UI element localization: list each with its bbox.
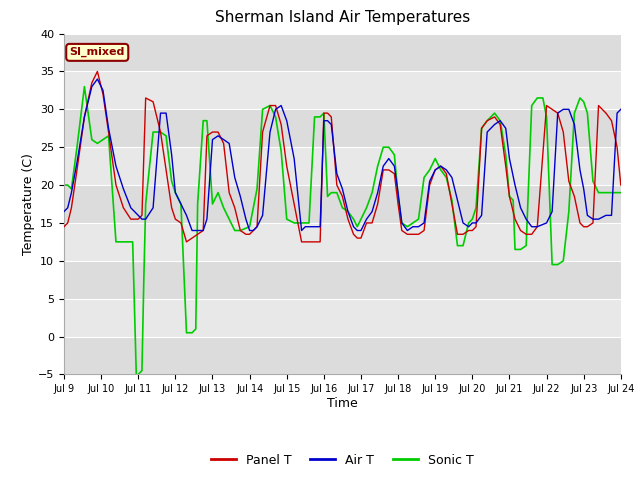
Sonic T: [112, 239, 120, 245]
Bar: [64, 147, 621, 185]
Bar: [64, 299, 621, 336]
Line: Sonic T: Sonic T: [64, 86, 621, 378]
Sonic T: [132, 375, 140, 381]
Air T: [93, 76, 101, 82]
Panel T: [617, 182, 625, 188]
Sonic T: [374, 163, 381, 169]
Panel T: [220, 141, 227, 146]
Panel T: [242, 231, 250, 237]
Line: Air T: Air T: [64, 79, 621, 230]
Panel T: [93, 69, 101, 74]
Bar: [64, 109, 621, 147]
Air T: [73, 159, 81, 165]
Legend: Panel T, Air T, Sonic T: Panel T, Air T, Sonic T: [206, 449, 479, 472]
Bar: [64, 72, 621, 109]
Title: Sherman Island Air Temperatures: Sherman Island Air Temperatures: [215, 11, 470, 25]
Bar: [64, 185, 621, 223]
Air T: [188, 228, 196, 233]
Air T: [60, 209, 68, 215]
Bar: [64, 336, 621, 374]
Line: Panel T: Panel T: [64, 72, 621, 242]
Air T: [608, 213, 616, 218]
Panel T: [60, 224, 68, 229]
Bar: [64, 223, 621, 261]
Air T: [220, 137, 227, 143]
Sonic T: [220, 205, 227, 211]
Sonic T: [617, 190, 625, 195]
Sonic T: [437, 167, 445, 173]
Panel T: [182, 239, 190, 245]
Sonic T: [81, 84, 88, 89]
Panel T: [349, 231, 357, 237]
X-axis label: Time: Time: [327, 397, 358, 410]
Bar: [64, 34, 621, 72]
Air T: [617, 107, 625, 112]
Bar: [64, 261, 621, 299]
Sonic T: [253, 186, 261, 192]
Text: SI_mixed: SI_mixed: [70, 47, 125, 58]
Panel T: [580, 224, 588, 229]
Air T: [242, 216, 250, 222]
Sonic T: [368, 190, 376, 195]
Air T: [580, 186, 588, 192]
Panel T: [608, 118, 616, 123]
Air T: [349, 224, 357, 229]
Y-axis label: Temperature (C): Temperature (C): [22, 153, 35, 255]
Sonic T: [60, 182, 68, 188]
Panel T: [73, 167, 81, 173]
